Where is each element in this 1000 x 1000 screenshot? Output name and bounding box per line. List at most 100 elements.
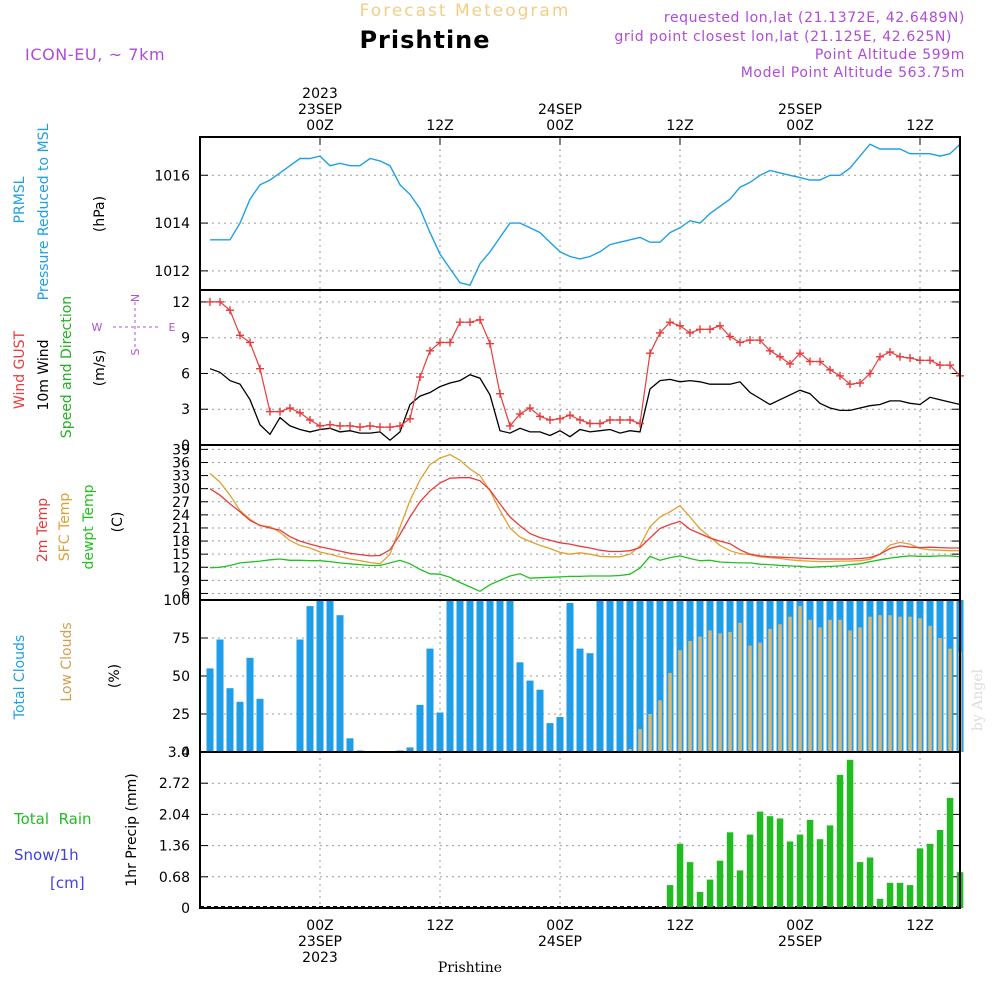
ytick-label: 1014 (154, 216, 190, 232)
total-cloud-bar (546, 723, 554, 752)
ytick-label: 1012 (154, 264, 190, 280)
ytick-label: 0 (181, 745, 190, 761)
low-cloud-bar (718, 633, 722, 752)
ytick-label: 2.72 (159, 776, 190, 792)
rain-bar (856, 862, 864, 908)
bottom-axis-label: 23SEP (298, 934, 342, 950)
ytick-label: 75 (172, 631, 190, 647)
ytick-label: 24 (172, 508, 190, 524)
top-axis-label: 12Z (426, 118, 453, 134)
ytick-label: 50 (172, 669, 190, 685)
cloud-low-label: Low Clouds (59, 622, 75, 701)
point-altitude: Point Altitude 599m (815, 47, 965, 63)
total-cloud-bar (596, 600, 604, 752)
ytick-label: 100 (163, 593, 190, 609)
total-cloud-bar (406, 747, 414, 752)
panel-3: 0 25 50 75 100 (163, 593, 964, 761)
total-cloud-bar (446, 600, 454, 752)
ytick-label: 30 (172, 482, 190, 498)
total-cloud-bar (646, 600, 654, 752)
wind-labels: Wind GUST 10m Wind Speed and Direction (… (12, 296, 108, 438)
rain-bar (686, 862, 694, 908)
total-cloud-bar (306, 606, 314, 752)
rain-bar (716, 860, 724, 908)
low-cloud-bar (768, 628, 772, 752)
rain-bar (746, 834, 754, 908)
dewpoint-line (209, 555, 961, 593)
panel-4: 0 0.68 1.36 2.04 2.72 3.4 (159, 745, 964, 917)
temp-dew-label: dewpt Temp (81, 484, 97, 569)
pressure-line (210, 143, 961, 287)
low-cloud-bar (818, 627, 822, 752)
ytick-label: 15 (172, 547, 190, 563)
model-label: ICON-EU, ~ 7km (25, 45, 165, 64)
wind-speed-line (209, 368, 961, 442)
low-cloud-bar (758, 642, 762, 752)
ytick-label: 27 (172, 495, 190, 511)
rain-bar (666, 885, 674, 908)
rain-bar (776, 818, 784, 908)
total-cloud-bar (656, 600, 664, 752)
total-cloud-bar (616, 600, 624, 752)
rain-bar (906, 885, 914, 908)
cloud-total-label: Total Clouds (12, 635, 28, 720)
ytick-label: 21 (172, 521, 190, 537)
ytick-label: 1016 (154, 168, 190, 184)
low-cloud-bar (938, 638, 942, 752)
ytick-label: 3.4 (168, 745, 190, 761)
rain-bar (866, 857, 874, 908)
model-altitude: Model Point Altitude 563.75m (741, 65, 965, 81)
gridpoint-coords: grid point closest lon,lat (21.125E, 42.… (614, 29, 952, 45)
title-top: Forecast Meteogram (360, 1, 571, 21)
ytick-label: 33 (172, 469, 190, 485)
total-cloud-bar (586, 653, 594, 752)
low-cloud-bar (688, 641, 692, 752)
temp-unit: (C) (110, 512, 126, 533)
total-cloud-bar (226, 688, 234, 752)
top-axis-label: 00Z (546, 118, 573, 134)
compass-e: E (169, 321, 176, 334)
rain-bar (806, 819, 814, 908)
compass-s: S (129, 348, 142, 355)
low-cloud-bar (848, 630, 852, 752)
total-cloud-bar (346, 738, 354, 752)
wind-10m-label: 10m Wind (36, 339, 52, 410)
bottom-axis-label: 2023 (302, 950, 338, 966)
rain-bar (736, 870, 744, 908)
precip-snow-unit: [cm] (50, 874, 85, 892)
low-cloud-bar (668, 673, 672, 752)
rain-bar (756, 811, 764, 908)
footer-location: Prishtine (438, 960, 502, 976)
ytick-label: 0 (181, 901, 190, 917)
bottom-axis-label: 25SEP (778, 934, 822, 950)
rain-bar (706, 879, 714, 908)
total-cloud-bar (626, 600, 634, 752)
bottom-axis-label: 12Z (666, 918, 693, 934)
top-axis-label: 00Z (306, 118, 333, 134)
total-cloud-bar (566, 603, 574, 752)
rain-bar (796, 834, 804, 908)
precip-snow-label: Snow/1h (14, 846, 79, 864)
ytick-label: 6 (181, 586, 190, 602)
compass-w: W (92, 321, 103, 334)
precip-unit: 1hr Precip (mm) (124, 773, 140, 886)
ytick-label: 12 (172, 560, 190, 576)
panel-frame (199, 751, 961, 909)
bottom-axis-label: 12Z (426, 918, 453, 934)
ytick-label: 0 (181, 438, 190, 454)
cloud-labels: Total Clouds Low Clouds (%) (12, 622, 123, 720)
compass-n: N (129, 294, 142, 302)
rain-bar (926, 843, 934, 908)
ytick-label: 39 (172, 442, 190, 458)
ytick-label: 0.68 (159, 870, 190, 886)
low-cloud-bar (788, 616, 792, 752)
low-cloud-bar (628, 749, 632, 752)
watermark: by Angel (970, 668, 986, 731)
rain-bar (896, 882, 904, 908)
total-cloud-bar (576, 648, 584, 752)
low-cloud-bar (798, 606, 802, 752)
total-cloud-bar (206, 668, 214, 752)
requested-coords: requested lon,lat (21.1372E, 42.6489N) (664, 10, 965, 26)
rain-bar (676, 843, 684, 908)
cloud-unit: (%) (107, 664, 123, 688)
